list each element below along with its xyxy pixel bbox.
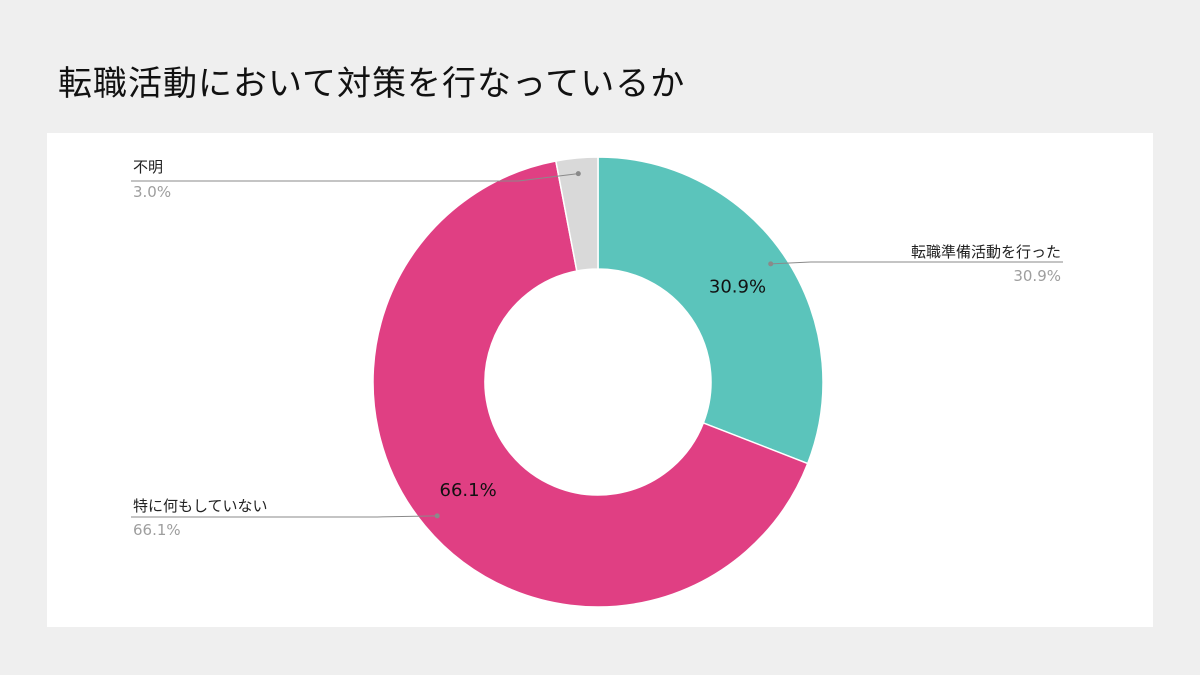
- slice-2-callout-value: 66.1%: [133, 521, 181, 539]
- slide-title: 転職活動において対策を行なっているか: [58, 64, 686, 104]
- donut-chart: 30.9% 転職準備活動を行った 30.9% 66.1% 特に何もしていない 66.1% 不…: [131, 156, 1063, 608]
- slice-1-leader-line: [770, 261, 1063, 265]
- slice-3: [554, 156, 599, 272]
- slice-1-leader-dot: [768, 261, 774, 267]
- slice-3-leader-dot: [575, 171, 581, 177]
- slice-3-callout-value: 3.0%: [133, 183, 171, 201]
- slice-2: [372, 160, 809, 608]
- slice-1-callout-value: 30.9%: [1013, 267, 1061, 285]
- slice-2-leader-dot: [434, 513, 440, 519]
- slice-1-callout-name: 転職準備活動を行った: [911, 243, 1061, 261]
- slice-1: [597, 156, 824, 465]
- chart-panel: 30.9% 転職準備活動を行った 30.9% 66.1% 特に何もしていない 66.1% 不…: [47, 133, 1153, 627]
- slice-3-leader-line: [131, 173, 579, 182]
- slice-3-callout-name: 不明: [133, 158, 163, 176]
- slice-2-callout-name: 特に何もしていない: [133, 497, 268, 515]
- slice-2-value-label: 66.1%: [440, 480, 497, 501]
- slice-1-value-label: 30.9%: [709, 277, 766, 298]
- slice-2-leader-line: [131, 515, 438, 518]
